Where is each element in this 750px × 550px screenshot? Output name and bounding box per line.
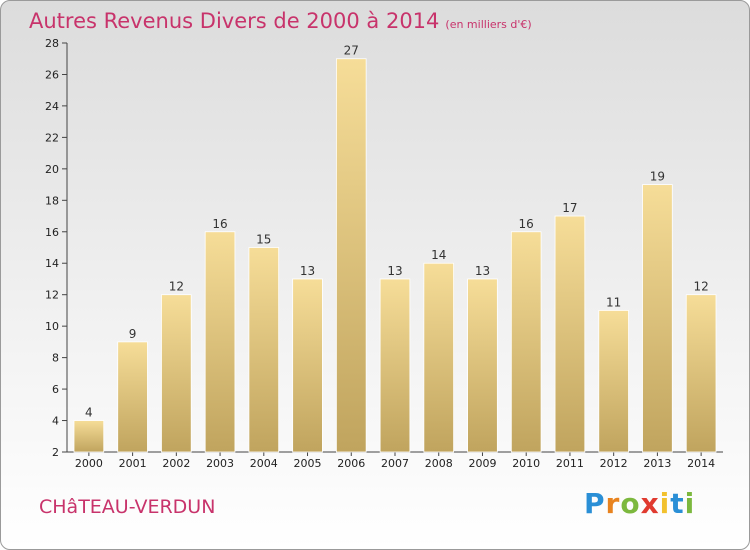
bar-2008 [423, 262, 455, 453]
y-tick-label: 22 [45, 131, 59, 144]
bar-2009 [467, 278, 498, 453]
data-label-2011: 17 [562, 201, 577, 215]
x-tick-label-2004: 2004 [250, 457, 278, 470]
y-tick-label: 6 [52, 383, 59, 396]
chart-subtitle: (en milliers d'€) [445, 18, 532, 31]
data-label-2012: 11 [606, 295, 621, 309]
y-tick-label: 4 [52, 415, 59, 428]
data-label-2005: 13 [300, 264, 315, 278]
chart-title: Autres Revenus Divers de 2000 à 2014 (en … [29, 9, 532, 33]
y-tick-label: 18 [45, 194, 59, 207]
x-tick-label-2006: 2006 [337, 457, 365, 470]
data-label-2004: 15 [256, 233, 271, 247]
y-tick-label: 16 [45, 226, 59, 239]
data-label-2009: 13 [475, 264, 490, 278]
bar-2010 [510, 231, 542, 453]
bar-2014 [685, 294, 717, 453]
data-label-2000: 4 [85, 406, 93, 420]
data-label-2002: 12 [169, 280, 184, 294]
logo-letter: r [605, 487, 621, 520]
data-label-2010: 16 [519, 217, 534, 231]
x-tick-label-2002: 2002 [162, 457, 190, 470]
bar-2002 [161, 294, 192, 453]
bar-2006 [335, 58, 367, 453]
x-tick-label-2013: 2013 [643, 457, 671, 470]
bar-2005 [292, 278, 323, 453]
logo-letter: i [659, 487, 671, 520]
y-tick-label: 26 [45, 68, 59, 81]
x-tick-label-2014: 2014 [687, 457, 715, 470]
y-tick-label: 20 [45, 163, 59, 176]
data-label-2014: 12 [693, 280, 708, 294]
data-label-2007: 13 [387, 264, 402, 278]
data-label-2003: 16 [212, 217, 227, 231]
chart-bars [73, 58, 717, 453]
logo-letter: P [584, 487, 606, 520]
y-tick-label: 10 [45, 320, 59, 333]
y-tick-label: 24 [45, 100, 59, 113]
logo-letter: x [640, 487, 660, 520]
logo-letter: o [620, 487, 641, 520]
data-label-2008: 14 [431, 248, 446, 262]
logo-letter: i [684, 487, 696, 520]
x-tick-label-2011: 2011 [556, 457, 584, 470]
x-tick-label-2012: 2012 [600, 457, 628, 470]
y-tick-label: 28 [45, 37, 59, 50]
bar-2012 [598, 310, 629, 453]
commune-name: CHâTEAU-VERDUN [39, 496, 216, 518]
bar-2004 [248, 247, 280, 453]
bar-2007 [379, 278, 411, 453]
y-tick-label: 2 [52, 446, 59, 459]
bar-2013 [642, 184, 673, 453]
bar-2011 [554, 215, 586, 453]
bar-2000 [73, 420, 105, 453]
x-tick-label-2001: 2001 [119, 457, 147, 470]
chart-title-text: Autres Revenus Divers de 2000 à 2014 [29, 9, 440, 33]
x-tick-label-2010: 2010 [512, 457, 540, 470]
bar-2003 [204, 231, 236, 453]
x-tick-label-2008: 2008 [425, 457, 453, 470]
data-label-2006: 27 [344, 44, 359, 58]
x-tick-label-2005: 2005 [294, 457, 322, 470]
bar-2001 [117, 341, 148, 453]
y-tick-label: 8 [52, 352, 59, 365]
y-tick-label: 14 [45, 257, 59, 270]
proxiti-logo: Proxiti [584, 487, 695, 520]
data-label-2001: 9 [129, 327, 137, 341]
x-tick-label-2009: 2009 [468, 457, 496, 470]
x-tick-label-2007: 2007 [381, 457, 409, 470]
x-tick-label-2003: 2003 [206, 457, 234, 470]
y-tick-label: 12 [45, 289, 59, 302]
data-label-2013: 19 [650, 170, 665, 184]
x-tick-label-2000: 2000 [75, 457, 103, 470]
chart-data-labels: 4 9 12 16 15 13 27 13 14 13 16 17 11 19 12 [85, 44, 709, 420]
logo-letter: t [670, 487, 685, 520]
